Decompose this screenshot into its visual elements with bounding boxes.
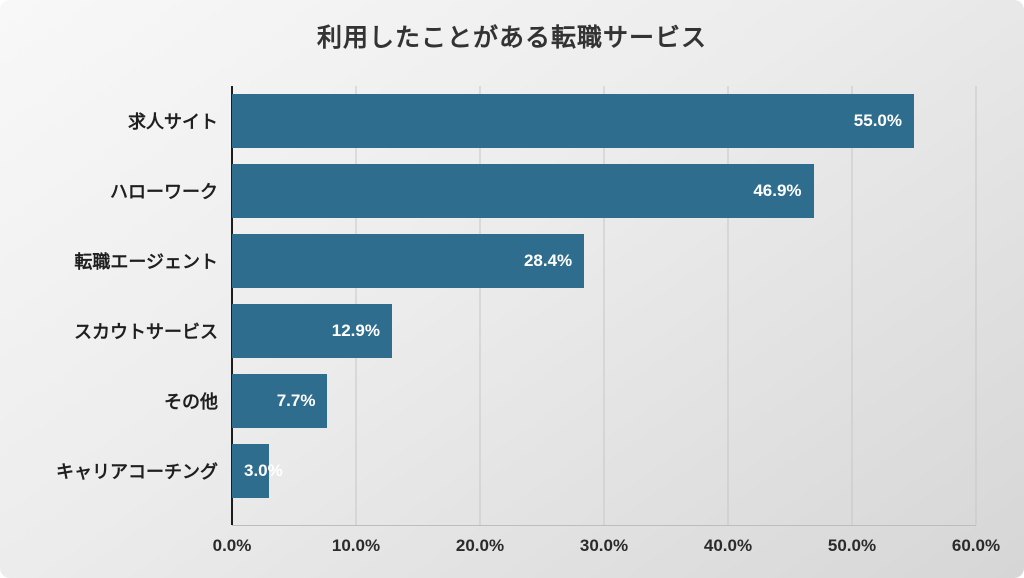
x-axis: 0.0% 10.0% 20.0% 30.0% 40.0% 50.0% 60.0% (213, 526, 1000, 570)
x-tick-label: 30.0% (579, 536, 629, 555)
bar-track: 3.0% (232, 444, 976, 498)
bar: 28.4% (232, 234, 585, 288)
value-label: 55.0% (853, 111, 902, 130)
category-label: その他 (164, 392, 218, 412)
x-tick-label: 10.0% (331, 536, 381, 555)
bar-track: 12.9% (232, 304, 976, 358)
bar: 55.0% (232, 94, 914, 148)
bar: 46.9% (232, 164, 814, 218)
grid-line (975, 86, 977, 525)
grid-line (479, 86, 481, 525)
bar-rows: 求人サイト 55.0% ハローワーク 46.9% 転職エージェント 28.4% スカウトサー… (0, 86, 976, 506)
bar-track: 46.9% (232, 164, 976, 218)
grid-line (727, 86, 729, 525)
bar-row: キャリアコーチング 3.0% (0, 436, 976, 506)
bar-row: 転職エージェント 28.4% (0, 226, 976, 296)
x-tick-label: 40.0% (703, 536, 753, 555)
bar: 7.7% (232, 374, 328, 428)
bar: 12.9% (232, 304, 392, 358)
x-tick-label: 20.0% (455, 536, 505, 555)
category-label: キャリアコーチング (56, 462, 218, 482)
x-tick-label: 60.0% (951, 536, 1001, 555)
bar-track: 28.4% (232, 234, 976, 288)
bar-chart: 求人サイト 55.0% ハローワーク 46.9% 転職エージェント 28.4% スカウトサー… (0, 86, 977, 526)
x-tick-label: 0.0% (212, 536, 252, 555)
grid-line (851, 86, 853, 525)
x-tick-label: 50.0% (827, 536, 877, 555)
value-label: 28.4% (523, 251, 573, 270)
value-label: 46.9% (753, 181, 802, 200)
chart-title: 利用したことがある転職サービス (316, 24, 707, 52)
grid-line (603, 86, 605, 525)
category-label: ハローワーク (110, 182, 218, 202)
bar-row: ハローワーク 46.9% (0, 156, 976, 226)
bar-track: 55.0% (232, 94, 976, 148)
value-label: 3.0% (244, 461, 283, 480)
bar-row: スカウトサービス 12.9% (0, 296, 976, 366)
value-label: 7.7% (276, 391, 316, 410)
category-label: 転職エージェント (74, 252, 218, 272)
category-label: スカウトサービス (74, 322, 218, 342)
bar-track: 7.7% (232, 374, 976, 428)
bar: 3.0% (232, 444, 283, 498)
bar-row: 求人サイト 55.0% (0, 86, 976, 156)
value-label: 12.9% (331, 321, 380, 340)
bar-row: その他 7.7% (0, 366, 976, 436)
category-label: 求人サイト (128, 112, 218, 132)
